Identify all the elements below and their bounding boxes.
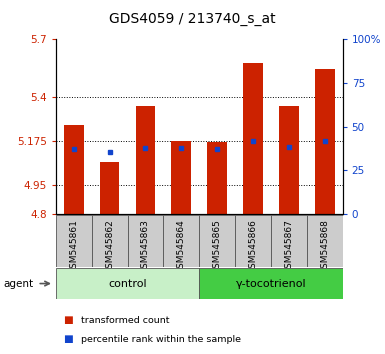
Text: GSM545865: GSM545865 xyxy=(213,219,222,274)
Bar xyxy=(271,215,307,267)
Bar xyxy=(279,106,299,214)
Bar xyxy=(92,215,127,267)
Text: GSM545863: GSM545863 xyxy=(141,219,150,274)
Bar xyxy=(235,215,271,267)
Text: ■: ■ xyxy=(64,334,73,344)
Text: GSM545866: GSM545866 xyxy=(248,219,258,274)
Bar xyxy=(127,215,163,267)
Bar xyxy=(136,106,155,214)
Bar xyxy=(207,142,227,214)
Bar xyxy=(307,215,343,267)
Text: GSM545864: GSM545864 xyxy=(177,219,186,274)
Text: γ-tocotrienol: γ-tocotrienol xyxy=(236,279,306,289)
Bar xyxy=(56,215,92,267)
Bar xyxy=(199,215,235,267)
Bar xyxy=(243,63,263,214)
Text: GSM545868: GSM545868 xyxy=(320,219,329,274)
Text: GSM545867: GSM545867 xyxy=(285,219,293,274)
Text: GSM545861: GSM545861 xyxy=(69,219,78,274)
Text: agent: agent xyxy=(4,279,34,289)
Bar xyxy=(171,141,191,214)
Text: ■: ■ xyxy=(64,315,73,325)
Bar xyxy=(163,215,199,267)
Text: control: control xyxy=(108,279,147,289)
Bar xyxy=(64,125,84,214)
Text: percentile rank within the sample: percentile rank within the sample xyxy=(81,335,241,344)
Bar xyxy=(56,268,199,299)
Text: GSM545862: GSM545862 xyxy=(105,219,114,274)
Text: GDS4059 / 213740_s_at: GDS4059 / 213740_s_at xyxy=(109,12,276,27)
Text: transformed count: transformed count xyxy=(81,316,169,325)
Bar xyxy=(199,268,343,299)
Bar xyxy=(315,69,335,214)
Bar xyxy=(100,161,119,214)
